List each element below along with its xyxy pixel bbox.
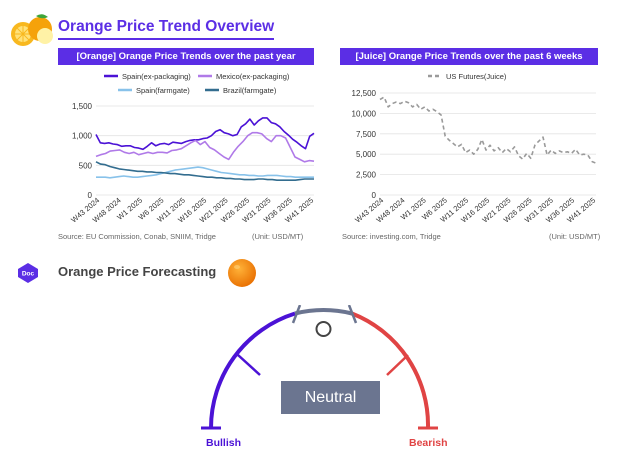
bearish-label: Bearish bbox=[409, 437, 448, 449]
y-tick-label: 0 bbox=[372, 191, 377, 200]
y-tick-label: 10,000 bbox=[352, 109, 377, 118]
gauge-bullish-arc bbox=[209, 311, 296, 429]
forecast-status-badge: Neutral bbox=[281, 381, 380, 414]
gauge-bearish-arc bbox=[351, 311, 431, 429]
y-tick-label: 7,500 bbox=[356, 130, 377, 139]
y-tick-label: 1,000 bbox=[72, 132, 93, 141]
gauge-tick-neutral-right bbox=[347, 305, 358, 324]
y-tick-label: 2,500 bbox=[356, 171, 377, 180]
legend-label: Brazil(farmgate) bbox=[223, 86, 277, 95]
doc-badge-label: Doc bbox=[22, 271, 35, 278]
right-chart-unit: (Unit: USD/MT) bbox=[549, 232, 601, 241]
series-line bbox=[379, 96, 597, 164]
left-chart-title: [Orange] Orange Price Trends over the pa… bbox=[58, 48, 314, 65]
right-chart-title: [Juice] Orange Price Trends over the pas… bbox=[340, 48, 598, 65]
y-tick-label: 1,500 bbox=[72, 102, 93, 111]
series-line bbox=[96, 166, 314, 179]
legend-label: Spain(farmgate) bbox=[136, 86, 190, 95]
series-line bbox=[95, 117, 315, 151]
gauge-tick-neutral-left bbox=[291, 305, 302, 324]
left-chart-source: Source: EU Commission, Conab, SNIIM, Tri… bbox=[58, 232, 216, 241]
bullish-label: Bullish bbox=[206, 437, 242, 449]
legend-label: Spain(ex-packaging) bbox=[122, 72, 191, 81]
doc-badge-icon: Doc bbox=[18, 263, 38, 283]
y-tick-label: 12,500 bbox=[352, 89, 377, 98]
legend-label: Mexico(ex-packaging) bbox=[216, 72, 290, 81]
y-tick-label: 0 bbox=[88, 191, 93, 200]
legend-label: US Futures(Juice) bbox=[446, 72, 507, 81]
orange-fruit-icon bbox=[228, 259, 256, 287]
y-tick-label: 500 bbox=[79, 161, 93, 170]
series-line bbox=[95, 161, 314, 181]
gauge-indicator bbox=[315, 321, 332, 337]
series-line bbox=[95, 131, 315, 163]
orange-icon bbox=[11, 14, 53, 46]
y-tick-label: 5,000 bbox=[356, 150, 377, 159]
page-title: Orange Price Trend Overview bbox=[58, 18, 275, 35]
title-underline bbox=[58, 38, 274, 40]
gauge-tick-right bbox=[386, 354, 409, 376]
left-chart-unit: (Unit: USD/MT) bbox=[252, 232, 304, 241]
right-chart-source: Source: investing.com, Tridge bbox=[342, 232, 441, 241]
forecast-section-title: Orange Price Forecasting bbox=[58, 264, 217, 279]
forecast-gauge bbox=[201, 305, 438, 430]
gauge-neutral-arc bbox=[294, 308, 353, 316]
gauge-tick-left bbox=[237, 354, 261, 376]
